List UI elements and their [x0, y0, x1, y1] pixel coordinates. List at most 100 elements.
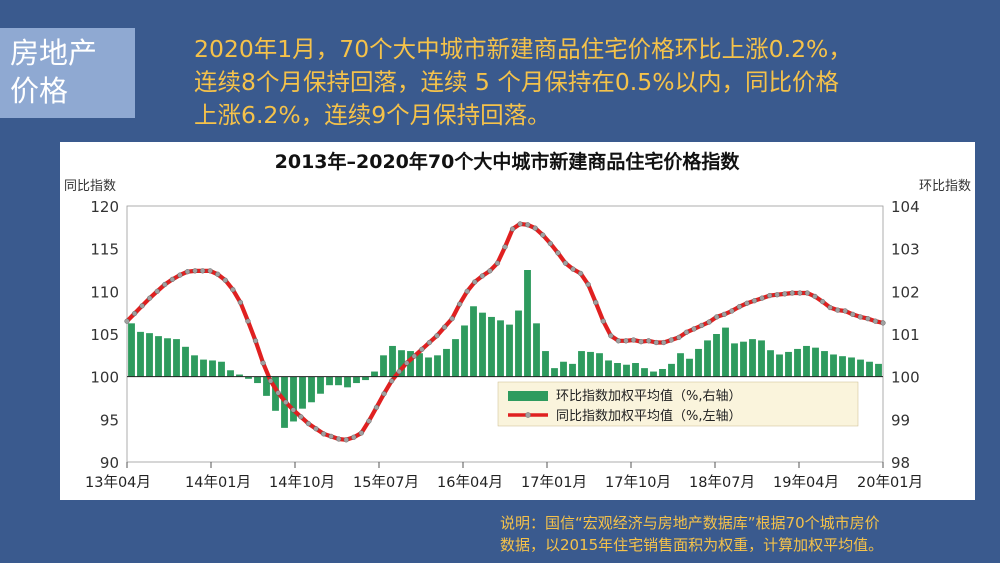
bar-mom-index	[227, 370, 234, 377]
bar-mom-index	[758, 340, 765, 377]
bar-mom-index	[488, 316, 495, 377]
line-point-yoy	[774, 292, 780, 298]
bar-mom-index	[443, 348, 450, 377]
bar-mom-index	[236, 374, 243, 377]
line-point-yoy	[131, 310, 138, 317]
line-point-yoy	[502, 244, 508, 250]
bar-mom-index	[632, 363, 639, 377]
bar-mom-index	[524, 270, 531, 377]
line-point-yoy	[449, 316, 455, 322]
bar-mom-index	[515, 310, 522, 377]
bar-mom-index	[767, 350, 774, 377]
bar-mom-index	[245, 376, 252, 379]
bar-mom-index	[560, 361, 567, 377]
line-point-yoy	[283, 399, 289, 405]
line-point-yoy	[320, 431, 327, 437]
bar-mom-index	[605, 360, 612, 377]
right-tick-label: 102	[891, 283, 920, 301]
line-point-yoy	[336, 436, 342, 442]
bar-mom-index	[695, 348, 702, 377]
bar-mom-index	[461, 325, 468, 377]
line-point-yoy	[252, 338, 259, 344]
chart-container: 2013年–2020年70个大中城市新建商品住宅价格指数 同比指数 环比指数 9…	[60, 142, 975, 500]
bar-mom-index	[362, 376, 369, 381]
bar-mom-index	[722, 327, 729, 377]
right-tick-label: 104	[891, 198, 920, 216]
line-point-yoy	[517, 221, 523, 227]
bar-mom-index	[677, 353, 684, 377]
bar-mom-index	[407, 351, 414, 377]
bar-mom-index	[398, 350, 405, 377]
right-tick-label: 99	[891, 411, 910, 429]
x-tick-label: 19年04月	[773, 474, 839, 491]
bar-mom-index	[875, 363, 882, 377]
bar-mom-index	[803, 345, 810, 377]
headline-line1: 2020年1月，70个大中城市新建商品住宅价格环比上涨0.2%，	[194, 35, 852, 63]
line-point-yoy	[540, 232, 546, 238]
bar-mom-index	[344, 376, 351, 388]
bar-mom-index	[641, 368, 648, 377]
line-point-yoy	[177, 272, 183, 278]
bar-mom-index	[776, 354, 783, 377]
line-point-yoy	[207, 268, 213, 274]
legend-bar-swatch	[508, 391, 548, 401]
line-point-yoy	[804, 290, 811, 296]
bar-mom-index	[614, 363, 621, 377]
bar-mom-index	[686, 358, 693, 377]
bar-mom-index	[740, 341, 747, 377]
line-point-yoy	[411, 353, 417, 359]
line-point-yoy	[842, 308, 848, 314]
line-point-yoy	[366, 418, 372, 424]
line-point-yoy	[381, 391, 387, 397]
bar-mom-index	[353, 376, 360, 384]
left-tick-label: 95	[100, 411, 119, 429]
line-point-yoy	[600, 318, 606, 324]
bar-mom-index	[326, 376, 333, 386]
bar-mom-index	[569, 363, 576, 377]
line-point-yoy	[389, 378, 395, 384]
bar-mom-index	[497, 320, 504, 377]
line-point-yoy	[328, 433, 334, 440]
line-point-yoy	[577, 270, 584, 277]
line-point-yoy	[532, 225, 538, 231]
bar-mom-index	[155, 336, 162, 377]
line-point-yoy	[797, 290, 803, 296]
bar-mom-index	[866, 361, 873, 377]
line-point-yoy	[630, 337, 637, 343]
bar-mom-index	[578, 351, 585, 377]
line-point-yoy	[782, 291, 788, 297]
line-point-yoy	[305, 421, 312, 427]
line-point-yoy	[751, 298, 758, 304]
bar-mom-index	[596, 353, 603, 377]
bar-mom-index	[416, 353, 423, 377]
line-point-yoy	[479, 273, 485, 279]
line-point-yoy	[268, 378, 274, 384]
section-tag: 房地产 价格	[0, 28, 135, 118]
right-tick-label: 101	[891, 326, 920, 344]
bar-mom-index	[749, 339, 756, 377]
left-tick-label: 115	[90, 241, 119, 259]
line-point-yoy	[237, 299, 244, 306]
line-point-yoy	[472, 279, 478, 285]
line-point-yoy	[154, 288, 160, 294]
x-tick-label: 17年10月	[605, 474, 671, 491]
line-point-yoy	[441, 324, 448, 330]
line-point-yoy	[880, 320, 886, 326]
line-point-yoy	[706, 319, 712, 325]
line-point-yoy	[661, 339, 667, 346]
line-point-yoy	[812, 293, 818, 300]
right-tick-label: 98	[891, 454, 910, 472]
line-point-yoy	[230, 287, 236, 293]
line-point-yoy	[646, 338, 652, 344]
line-point-yoy	[698, 322, 705, 329]
line-point-yoy	[683, 329, 690, 335]
line-point-yoy	[729, 308, 735, 314]
footnote: 说明：国信“宏观经济与房地产数据库”根据70个城市房价 数据，以2015年住宅销…	[500, 512, 980, 556]
bar-mom-index	[380, 355, 387, 377]
bar-mom-index	[713, 334, 720, 377]
bar-mom-index	[533, 323, 540, 377]
line-point-yoy	[200, 268, 206, 274]
line-point-yoy	[850, 311, 856, 317]
line-point-yoy	[736, 304, 742, 310]
bar-mom-index	[542, 351, 549, 377]
